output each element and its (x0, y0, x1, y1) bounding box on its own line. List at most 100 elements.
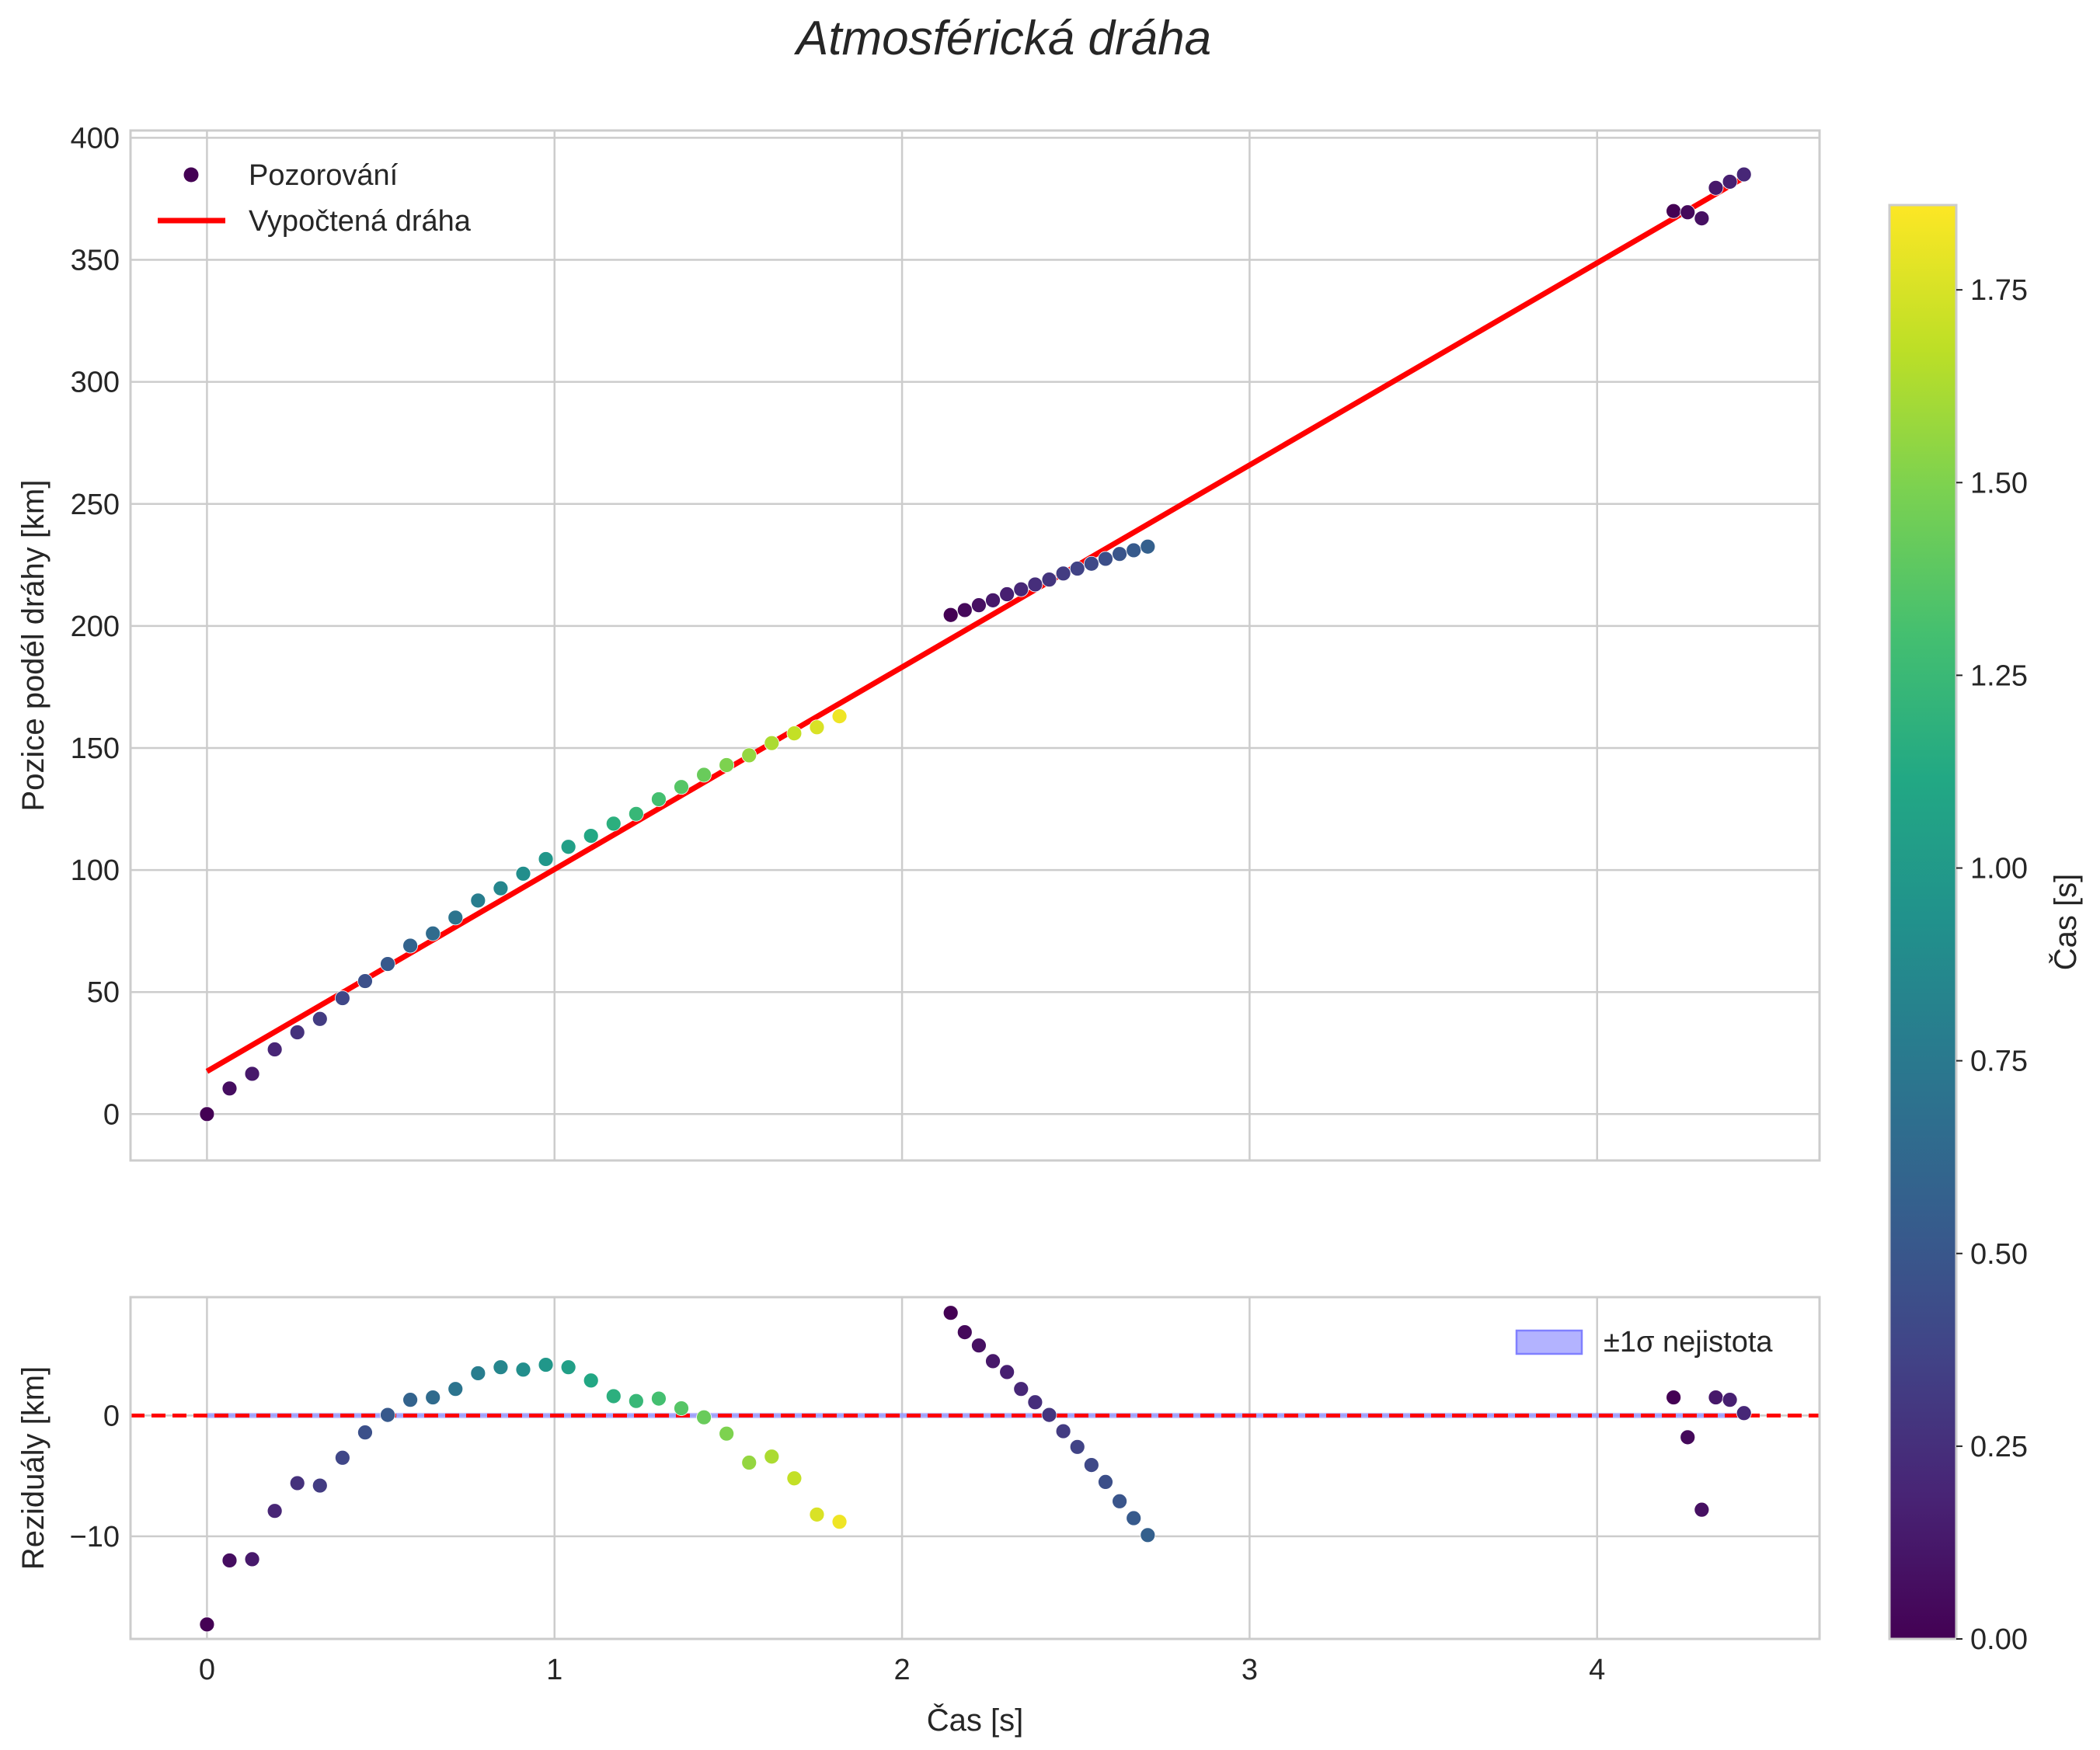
data-point (971, 597, 987, 614)
data-point (448, 1381, 464, 1397)
colorbar-tick-label: 1.50 (1970, 467, 2028, 499)
data-point (985, 1353, 1001, 1369)
colorbar-gradient (1888, 204, 1958, 1640)
colorbar-tick-label: 0.75 (1970, 1045, 2028, 1078)
data-point (244, 1066, 260, 1082)
data-point (334, 1449, 350, 1466)
data-point (764, 735, 780, 751)
data-point (1013, 581, 1029, 597)
data-point (605, 816, 622, 832)
data-point (470, 1366, 486, 1381)
data-point (999, 1364, 1015, 1380)
y-tick-label: 50 (87, 976, 120, 1009)
data-point (515, 1362, 531, 1378)
data-point (628, 805, 644, 822)
data-point (942, 1305, 959, 1321)
plot-area (199, 166, 1752, 1122)
data-point (1027, 576, 1043, 593)
data-point (809, 719, 825, 736)
data-point (538, 1357, 554, 1373)
y-tick-label: 200 (71, 611, 120, 643)
x-axis-label: Čas [s] (927, 1703, 1023, 1738)
axes-frame (129, 129, 1821, 1162)
data-point (1098, 551, 1113, 567)
data-point (831, 1514, 848, 1530)
data-point (786, 725, 803, 742)
data-point (809, 1506, 825, 1522)
y-tick-label: 0 (103, 1098, 120, 1131)
data-point (674, 1400, 689, 1416)
data-point (1055, 565, 1071, 582)
data-point (289, 1475, 305, 1491)
data-point (999, 586, 1015, 602)
data-point (1083, 1457, 1099, 1473)
data-point (764, 1449, 780, 1465)
data-point (538, 851, 554, 867)
chart-title: Atmosférická dráha (793, 12, 1211, 65)
data-point (560, 839, 576, 855)
data-point (1083, 555, 1099, 572)
colorbar-tick-label: 0.25 (1970, 1431, 2028, 1463)
data-point (312, 1477, 328, 1494)
data-point (357, 973, 373, 989)
data-point (1736, 1405, 1752, 1421)
y-tick-label: 250 (71, 489, 120, 521)
colorbar-label: Čas [s] (2048, 874, 2083, 970)
data-point (357, 1425, 373, 1441)
data-point (289, 1025, 305, 1040)
data-point (448, 910, 464, 926)
y-tick-label: 100 (71, 854, 120, 887)
data-point (1694, 210, 1710, 227)
data-point (312, 1011, 328, 1027)
colorbar-tick-label: 1.25 (1970, 659, 2028, 692)
legend-label-band: ±1σ nejistota (1604, 1326, 1773, 1359)
data-point (1680, 204, 1696, 221)
data-point (470, 892, 486, 909)
y-tick-label: 0 (103, 1400, 120, 1432)
data-point (425, 1390, 441, 1405)
data-point (380, 1407, 395, 1423)
colorbar-tick-label: 1.75 (1970, 274, 2028, 307)
plot-area (131, 1305, 1820, 1633)
data-point (515, 865, 531, 882)
data-point (1126, 542, 1142, 558)
data-point (985, 592, 1001, 608)
data-point (199, 1616, 215, 1633)
data-point (696, 767, 712, 783)
data-point (719, 757, 735, 773)
legend-label-fit: Vypočtená dráha (249, 205, 472, 238)
data-point (1736, 166, 1752, 183)
data-point (628, 1393, 644, 1409)
data-point (1126, 1510, 1142, 1526)
data-point (493, 1359, 509, 1376)
data-point (956, 602, 973, 618)
data-point (956, 1324, 973, 1340)
legend-residuals: ±1σ nejistota (1515, 1326, 1773, 1359)
colorbar-tick-label: 1.00 (1970, 853, 2028, 885)
data-point (380, 956, 395, 972)
data-point (334, 990, 350, 1006)
data-point (1055, 1423, 1071, 1439)
colorbar: 0.00 0.25 0.50 0.75 1.00 1.25 1.50 1.75 Čas [s] (1888, 204, 2083, 1656)
data-point (583, 1373, 599, 1389)
data-point (1708, 179, 1724, 196)
legend-marker-observation (183, 167, 199, 183)
data-point (1112, 546, 1127, 562)
data-point (1041, 572, 1057, 588)
data-point (1722, 174, 1738, 190)
data-point (831, 708, 848, 725)
x-tick-label: 0 (199, 1654, 215, 1686)
data-point (696, 1409, 712, 1425)
data-point (651, 1390, 667, 1407)
data-point (786, 1470, 803, 1487)
data-point (560, 1359, 576, 1376)
data-point (583, 828, 599, 844)
data-point (719, 1425, 735, 1442)
data-point (1666, 1390, 1682, 1405)
data-point (1694, 1501, 1710, 1518)
data-point (1140, 1527, 1156, 1543)
data-point (1708, 1390, 1724, 1405)
data-point (651, 792, 667, 807)
data-point (402, 938, 418, 954)
